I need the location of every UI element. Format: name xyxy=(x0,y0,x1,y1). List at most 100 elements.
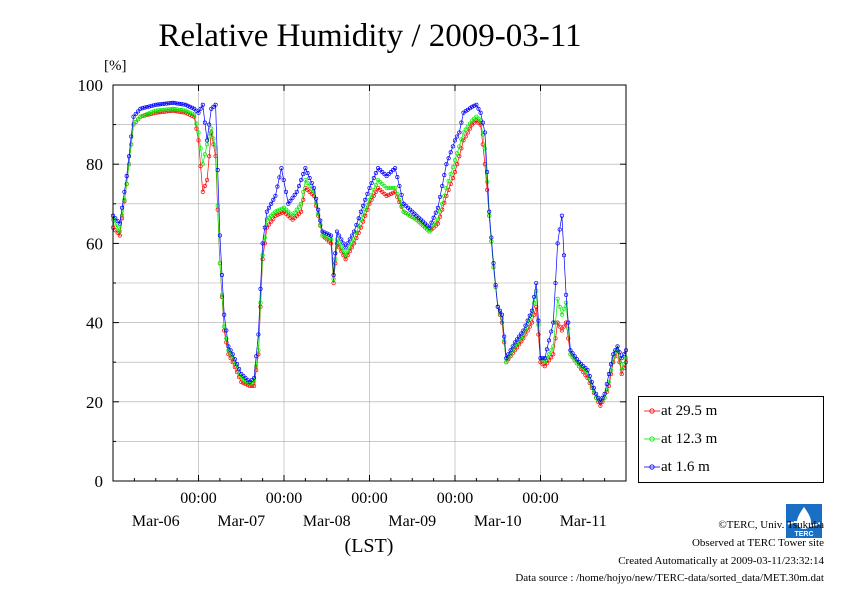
data-point xyxy=(113,228,118,233)
data-point xyxy=(574,361,579,366)
data-point xyxy=(452,158,458,163)
data-point xyxy=(440,201,445,206)
data-point xyxy=(266,222,272,227)
data-point xyxy=(339,249,344,254)
data-point xyxy=(489,235,494,240)
data-point xyxy=(598,399,603,404)
data-point xyxy=(196,110,201,115)
data-point xyxy=(275,212,280,217)
data-point xyxy=(523,323,528,328)
data-point xyxy=(281,177,286,183)
data-point xyxy=(202,152,207,157)
data-point xyxy=(341,241,346,246)
data-point xyxy=(544,361,549,366)
data-point xyxy=(157,108,163,113)
data-point xyxy=(472,116,477,121)
data-point xyxy=(446,178,451,184)
data-point xyxy=(508,348,513,353)
data-point xyxy=(177,107,182,112)
data-point xyxy=(249,377,254,383)
data-point xyxy=(544,356,549,361)
data-point xyxy=(140,113,145,118)
data-point xyxy=(470,104,475,109)
data-point xyxy=(354,222,359,227)
data-point xyxy=(617,350,622,355)
data-point xyxy=(361,212,366,217)
logo-text: TERC xyxy=(794,531,813,538)
footer-created: Created Automatically at 2009-03-11/23:3… xyxy=(618,555,824,567)
x-date-label: Mar-08 xyxy=(303,513,351,530)
data-point xyxy=(211,142,216,147)
data-point xyxy=(521,332,526,337)
x-time-label: 00:00 xyxy=(522,490,558,507)
data-point xyxy=(510,348,515,353)
data-point xyxy=(160,102,165,107)
data-point xyxy=(463,127,468,132)
data-point xyxy=(444,162,449,167)
data-point xyxy=(395,175,400,180)
data-point xyxy=(553,280,558,286)
data-point xyxy=(361,219,366,224)
data-point xyxy=(414,213,419,218)
data-point xyxy=(546,338,552,343)
data-point xyxy=(296,183,302,189)
data-point xyxy=(175,101,180,106)
data-point xyxy=(333,251,338,256)
data-point xyxy=(611,352,616,357)
data-point xyxy=(504,360,509,365)
data-point xyxy=(380,170,385,175)
data-point xyxy=(190,111,195,116)
data-point xyxy=(455,162,460,167)
data-point xyxy=(544,347,549,352)
data-point xyxy=(450,176,455,181)
data-point xyxy=(534,280,539,286)
data-point xyxy=(499,312,505,317)
data-point xyxy=(213,102,218,107)
data-point xyxy=(349,233,355,238)
data-point xyxy=(369,192,374,197)
data-point xyxy=(120,205,125,210)
data-point xyxy=(200,189,205,194)
data-point xyxy=(175,107,180,112)
data-point xyxy=(429,220,434,225)
data-point xyxy=(337,241,342,246)
data-point xyxy=(517,342,522,347)
data-point xyxy=(194,121,199,126)
data-point xyxy=(138,114,143,119)
data-point xyxy=(126,154,132,159)
data-point xyxy=(228,348,233,353)
data-point xyxy=(365,191,370,196)
data-point xyxy=(226,348,231,353)
data-point xyxy=(149,110,154,115)
data-point xyxy=(352,229,357,234)
data-point xyxy=(217,233,222,238)
data-point xyxy=(358,209,363,214)
data-point xyxy=(273,193,278,198)
data-point xyxy=(131,114,136,119)
data-point xyxy=(519,339,524,344)
legend-marker-29-5m xyxy=(644,408,660,414)
data-point xyxy=(461,138,466,143)
data-point xyxy=(129,142,134,147)
data-point xyxy=(478,122,483,127)
data-point xyxy=(331,273,336,278)
data-point xyxy=(168,106,173,112)
data-point xyxy=(455,134,460,139)
data-point xyxy=(390,190,396,195)
data-point xyxy=(408,207,413,212)
data-point xyxy=(598,403,603,408)
data-point xyxy=(506,352,511,357)
data-point xyxy=(258,286,263,291)
data-point xyxy=(611,356,616,361)
data-point xyxy=(373,171,378,176)
data-point xyxy=(568,348,573,353)
data-point xyxy=(226,344,231,349)
data-point xyxy=(371,187,376,192)
data-point xyxy=(619,368,624,373)
data-point xyxy=(442,193,447,198)
data-point xyxy=(124,174,129,179)
data-point xyxy=(122,197,127,202)
data-point xyxy=(252,375,257,381)
data-point xyxy=(363,213,368,218)
y-tick-label: 60 xyxy=(86,234,103,253)
